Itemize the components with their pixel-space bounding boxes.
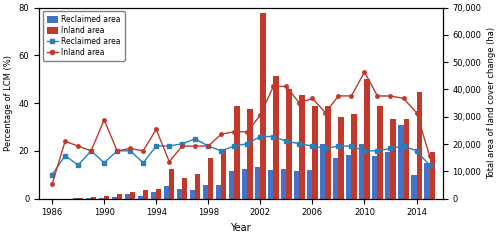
Bar xyxy=(404,119,408,199)
Bar xyxy=(169,169,174,199)
Bar xyxy=(143,190,148,199)
Bar xyxy=(398,125,404,199)
Bar xyxy=(216,185,222,199)
Bar xyxy=(203,185,208,199)
Bar xyxy=(156,189,162,199)
Bar xyxy=(274,76,278,199)
Bar xyxy=(138,196,143,199)
Bar xyxy=(430,152,434,199)
Bar xyxy=(73,198,78,199)
Bar xyxy=(320,144,326,199)
Bar xyxy=(229,171,234,199)
Bar xyxy=(182,178,188,199)
Bar xyxy=(326,106,330,199)
Bar xyxy=(416,92,422,199)
Bar xyxy=(307,170,312,199)
Bar xyxy=(352,114,356,199)
Bar xyxy=(130,192,136,199)
Bar xyxy=(112,197,117,199)
Bar xyxy=(412,175,416,199)
Bar xyxy=(164,186,169,199)
Bar xyxy=(222,150,226,199)
Bar xyxy=(312,106,318,199)
Bar xyxy=(268,170,274,199)
Y-axis label: Total area of land cover change (ha): Total area of land cover change (ha) xyxy=(487,27,496,179)
Bar xyxy=(294,171,300,199)
Legend: Reclaimed area, Inland area, Reclaimed area, Inland area: Reclaimed area, Inland area, Reclaimed a… xyxy=(43,11,124,61)
Bar xyxy=(177,189,182,199)
Bar xyxy=(260,13,266,199)
Bar xyxy=(346,155,352,199)
Bar xyxy=(151,192,156,199)
Bar xyxy=(386,152,390,199)
Bar xyxy=(372,156,378,199)
Bar xyxy=(104,196,110,199)
Bar xyxy=(248,109,252,199)
Bar xyxy=(91,197,96,199)
Bar xyxy=(78,198,84,199)
Bar xyxy=(286,90,292,199)
Bar xyxy=(333,158,338,199)
Bar xyxy=(86,198,91,199)
Bar xyxy=(338,117,344,199)
Bar xyxy=(281,169,286,199)
Bar xyxy=(190,190,196,199)
Bar xyxy=(208,158,214,199)
Bar xyxy=(196,174,200,199)
Bar xyxy=(390,119,396,199)
Bar xyxy=(300,95,304,199)
Bar xyxy=(360,144,364,199)
Bar xyxy=(117,195,122,199)
Bar xyxy=(364,79,370,199)
Bar xyxy=(255,167,260,199)
Bar xyxy=(424,163,430,199)
Bar xyxy=(242,169,248,199)
Bar xyxy=(234,106,240,199)
X-axis label: Year: Year xyxy=(230,223,251,233)
Y-axis label: Percentage of LCM (%): Percentage of LCM (%) xyxy=(4,55,13,151)
Bar xyxy=(99,198,104,199)
Bar xyxy=(378,106,382,199)
Bar xyxy=(125,195,130,199)
